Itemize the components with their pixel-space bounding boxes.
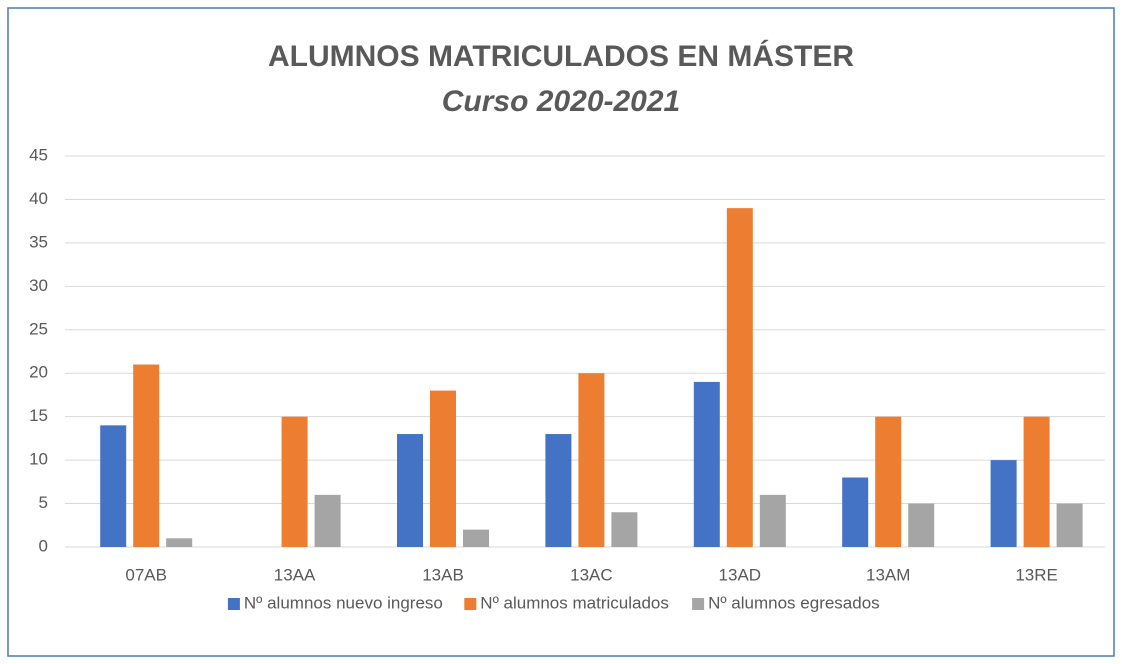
x-tick-label: 13AB bbox=[422, 565, 464, 584]
bar bbox=[875, 416, 902, 547]
x-tick-label: 13AD bbox=[719, 565, 762, 584]
bar bbox=[1056, 503, 1083, 547]
x-tick-label: 13RE bbox=[1015, 565, 1058, 584]
bar bbox=[545, 434, 572, 547]
y-tick-label: 20 bbox=[29, 363, 48, 382]
bar bbox=[133, 364, 160, 547]
x-tick-label: 13AA bbox=[274, 565, 316, 584]
y-tick-label: 10 bbox=[29, 450, 48, 469]
bar bbox=[908, 503, 935, 547]
bar bbox=[1023, 416, 1050, 547]
bar bbox=[166, 538, 193, 547]
bar bbox=[100, 425, 127, 547]
y-tick-label: 0 bbox=[39, 536, 48, 555]
bar bbox=[726, 208, 753, 547]
bar bbox=[693, 381, 720, 547]
legend-swatch bbox=[464, 598, 477, 610]
y-tick-label: 30 bbox=[29, 276, 48, 295]
bar bbox=[611, 512, 638, 547]
bar bbox=[397, 434, 423, 547]
legend-label: Nº alumnos egresados bbox=[708, 593, 880, 612]
legend-swatch bbox=[227, 598, 240, 610]
bar bbox=[430, 390, 456, 547]
bar bbox=[759, 494, 786, 547]
y-tick-label: 45 bbox=[29, 145, 48, 164]
y-tick-label: 15 bbox=[29, 406, 48, 425]
bar bbox=[281, 416, 308, 547]
legend-swatch bbox=[692, 598, 705, 610]
y-tick-label: 35 bbox=[29, 232, 48, 251]
x-tick-label: 07AB bbox=[125, 565, 167, 584]
y-tick-label: 5 bbox=[39, 493, 48, 512]
bar bbox=[463, 529, 489, 547]
chart-border bbox=[7, 7, 1115, 657]
bar bbox=[990, 460, 1017, 547]
bar bbox=[578, 373, 605, 547]
x-tick-label: 13AM bbox=[866, 565, 910, 584]
bar bbox=[314, 494, 341, 547]
x-tick-label: 13AC bbox=[570, 565, 613, 584]
chart-title: ALUMNOS MATRICULADOS EN MÁSTER bbox=[268, 39, 854, 73]
legend-label: Nº alumnos nuevo ingreso bbox=[244, 593, 443, 612]
y-tick-label: 25 bbox=[29, 319, 48, 338]
chart-subtitle: Curso 2020-2021 bbox=[442, 85, 680, 118]
y-tick-label: 40 bbox=[29, 189, 48, 208]
legend-label: Nº alumnos matriculados bbox=[480, 593, 669, 612]
bar bbox=[842, 477, 869, 547]
